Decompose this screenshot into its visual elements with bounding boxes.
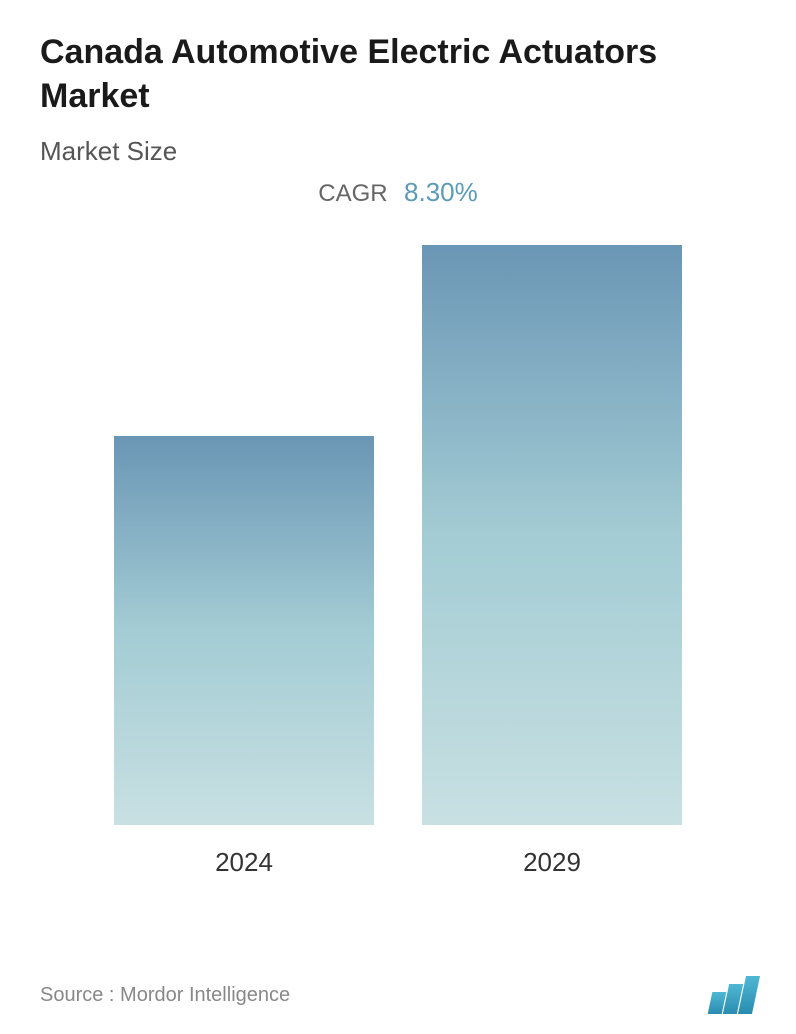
- chart-subtitle: Market Size: [40, 136, 756, 167]
- cagr-value: 8.30%: [404, 177, 478, 207]
- bar-label-2024: 2024: [215, 847, 273, 878]
- footer: Source : Mordor Intelligence: [40, 976, 756, 1014]
- cagr-label: CAGR: [318, 180, 387, 207]
- chart-title: Canada Automotive Electric Actuators Mar…: [40, 30, 756, 118]
- bar-label-2029: 2029: [523, 847, 581, 878]
- chart-area: 2024 2029: [40, 238, 756, 878]
- source-text: Source : Mordor Intelligence: [40, 984, 290, 1007]
- mordor-logo-icon: [710, 976, 756, 1014]
- bar-group-2024: 2024: [114, 436, 374, 878]
- logo-bar: [738, 976, 760, 1014]
- cagr-row: CAGR 8.30%: [40, 177, 756, 208]
- bar-2029: [422, 245, 682, 825]
- bar-2024: [114, 436, 374, 825]
- bar-group-2029: 2029: [422, 245, 682, 878]
